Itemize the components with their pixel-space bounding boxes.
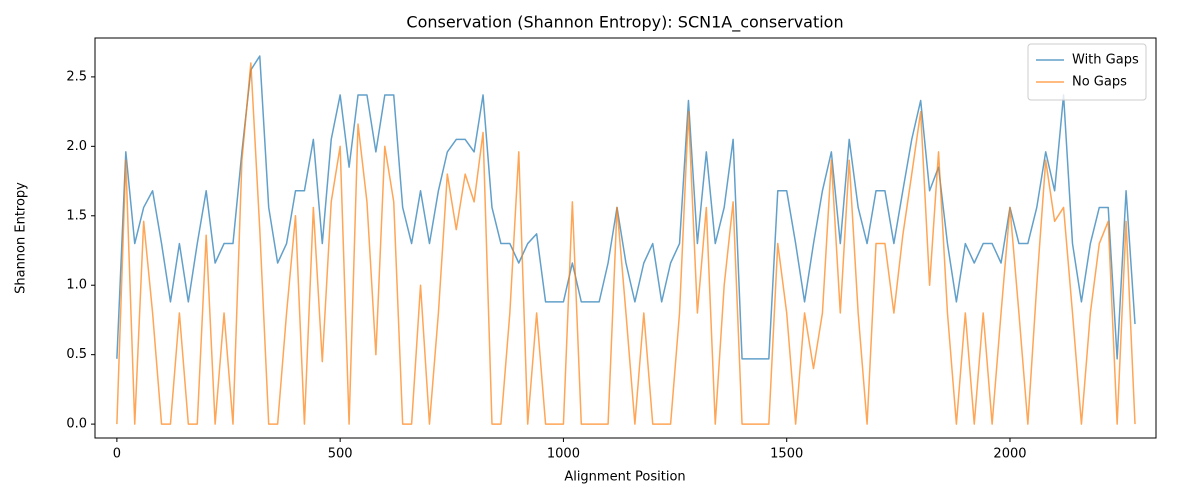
y-axis-label: Shannon Entropy [14, 182, 29, 294]
x-tick-label: 1000 [547, 447, 580, 462]
x-tick-label: 2000 [993, 447, 1026, 462]
line-series [116, 62, 1136, 425]
y-tick-label: 2.5 [66, 69, 87, 84]
y-tick-label: 2.0 [66, 139, 87, 154]
y-tick-label: 1.0 [66, 278, 87, 293]
legend-label: No Gaps [1072, 75, 1127, 90]
y-tick-label: 0.5 [66, 347, 87, 362]
x-tick-label: 1500 [770, 447, 803, 462]
x-axis-label: Alignment Position [564, 470, 685, 485]
plot-frame [94, 37, 1157, 439]
x-tick-label: 500 [328, 447, 353, 462]
legend: With Gaps No Gaps [1027, 43, 1147, 101]
y-tick-label: 1.5 [66, 208, 87, 223]
line-series [116, 55, 1136, 360]
y-tick-label: 0.0 [66, 417, 87, 432]
legend-box [1027, 43, 1147, 101]
legend-label: With Gaps [1072, 53, 1139, 68]
x-tick-label: 0 [113, 447, 121, 462]
chart-title: Conservation (Shannon Entropy): SCN1A_co… [406, 13, 843, 33]
